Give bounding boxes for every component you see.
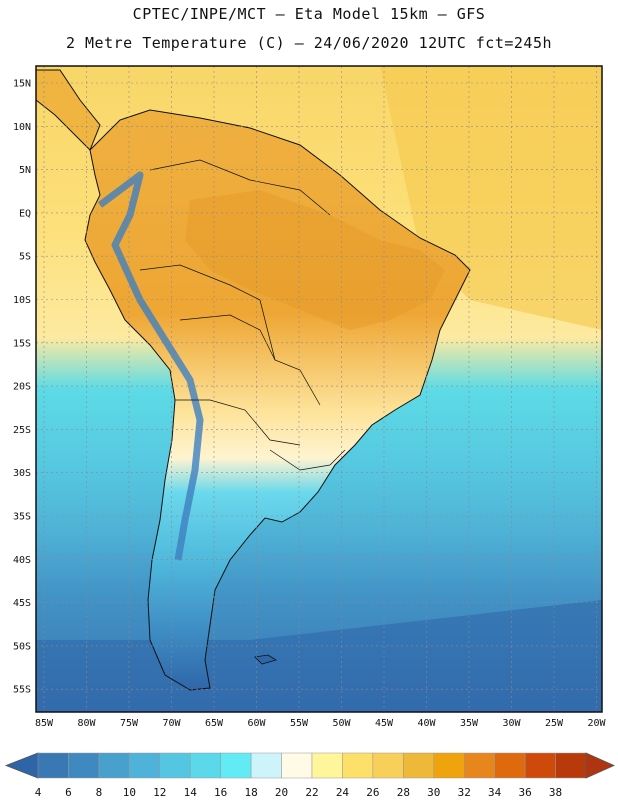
lat-label: 15N: [13, 79, 31, 90]
lat-label: 20S: [13, 382, 31, 393]
lat-label: 40S: [13, 555, 31, 566]
colorbar-label: 8: [96, 786, 103, 799]
cold-southern-ocean: [36, 600, 602, 712]
lon-label: 20W: [587, 718, 606, 729]
lon-label: 45W: [375, 718, 394, 729]
colorbar-segment: [37, 752, 69, 779]
lon-label: 30W: [502, 718, 521, 729]
lat-label: 5S: [19, 252, 31, 263]
colorbar-segment: [403, 752, 435, 779]
lon-label: 85W: [35, 718, 54, 729]
colorbar-segment: [524, 752, 556, 779]
colorbar-label: 12: [153, 786, 166, 799]
latitude-axis: 15N 10N 5N EQ 5S 10S 15S 20S 25S 30S 35S 40S 45S 50S 5…: [13, 79, 31, 696]
colorbar: 4 6 8 10 12 14 16 18 20 22 24 26 28 30 32 34 36 38: [4, 752, 615, 799]
lat-label: 35S: [13, 512, 31, 523]
colorbar-segment: [372, 752, 404, 779]
colorbar-segment: [159, 752, 191, 779]
chart-title-line1: CPTEC/INPE/MCT – Eta Model 15km – GFS: [132, 5, 486, 23]
lat-label: 45S: [13, 598, 31, 609]
lon-label: 35W: [460, 718, 479, 729]
colorbar-label: 30: [427, 786, 440, 799]
colorbar-label: 28: [397, 786, 410, 799]
colorbar-label: 32: [458, 786, 471, 799]
colorbar-segment: [433, 752, 465, 779]
chart-title-line2: 2 Metre Temperature (C) – 24/06/2020 12U…: [65, 34, 553, 52]
lon-label: 25W: [545, 718, 564, 729]
lat-label: 55S: [13, 685, 31, 696]
colorbar-label: 38: [549, 786, 562, 799]
lon-label: 55W: [290, 718, 309, 729]
colorbar-segment: [220, 752, 252, 779]
andes-cold-ridge: [97, 171, 204, 561]
lat-label: 15S: [13, 338, 31, 349]
colorbar-label: 4: [35, 786, 42, 799]
lon-label: 50W: [332, 718, 351, 729]
lat-label: 25S: [13, 425, 31, 436]
colorbar-segment: [189, 752, 221, 779]
lat-label: 10S: [13, 295, 31, 306]
lon-label: 70W: [162, 718, 181, 729]
lat-label: 30S: [13, 468, 31, 479]
longitude-axis: 85W 80W 75W 70W 65W 60W 55W 50W 45W 40W 35W 30W 25W 2…: [35, 718, 607, 729]
colorbar-label: 26: [366, 786, 379, 799]
central-america-landmass: [36, 69, 101, 151]
lon-label: 60W: [247, 718, 266, 729]
colorbar-label: 24: [336, 786, 350, 799]
lon-label: 65W: [205, 718, 224, 729]
colorbar-segment: [342, 752, 374, 779]
country-borders: [139, 159, 346, 471]
colorbar-segment: [129, 752, 161, 779]
lon-label: 80W: [77, 718, 96, 729]
colorbar-label: 22: [305, 786, 318, 799]
amazon-warm-core: [185, 190, 445, 330]
colorbar-segment: [281, 752, 313, 779]
graticule: [36, 66, 602, 712]
colorbar-label: 14: [184, 786, 198, 799]
colorbar-label: 20: [275, 786, 288, 799]
colorbar-high-arrow: [585, 752, 615, 779]
colorbar-low-arrow: [4, 752, 39, 779]
colorbar-label: 6: [65, 786, 72, 799]
colorbar-segment: [250, 752, 282, 779]
colorbar-label: 34: [488, 786, 502, 799]
colorbar-segment: [494, 752, 526, 779]
lat-label: 10N: [13, 122, 31, 133]
colorbar-segment: [555, 752, 587, 779]
map-frame: [35, 65, 603, 713]
colorbar-segment: [463, 752, 495, 779]
colorbar-segment: [311, 752, 343, 779]
colorbar-segment: [98, 752, 130, 779]
falkland-islands: [254, 654, 277, 665]
lon-label: 40W: [417, 718, 436, 729]
lon-label: 75W: [120, 718, 139, 729]
lat-label: 5N: [19, 165, 31, 176]
colorbar-segment: [68, 752, 100, 779]
lat-label: EQ: [19, 208, 31, 219]
colorbar-label: 18: [244, 786, 257, 799]
lat-label: 50S: [13, 641, 31, 652]
colorbar-label: 36: [518, 786, 531, 799]
colorbar-label: 10: [123, 786, 136, 799]
colorbar-label: 16: [214, 786, 227, 799]
